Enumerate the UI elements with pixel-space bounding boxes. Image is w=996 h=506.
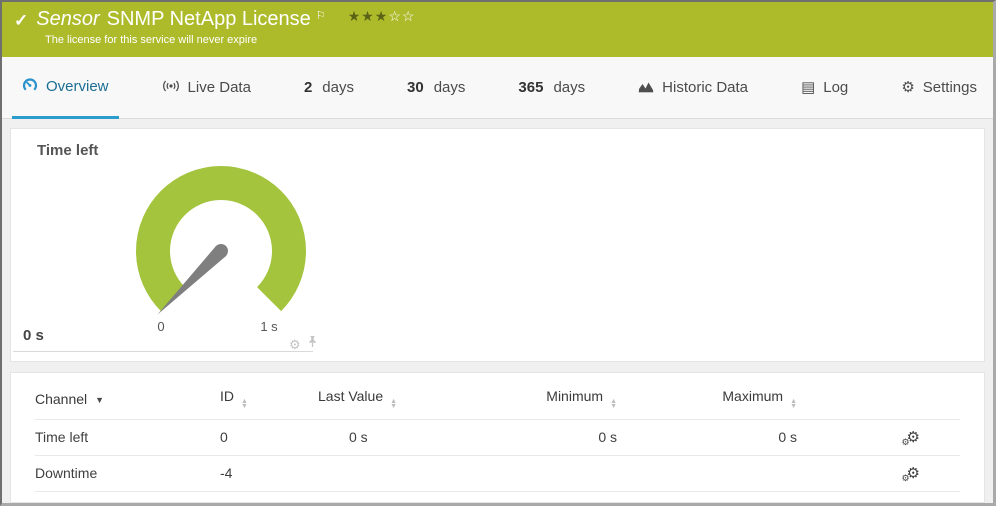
gauge-tools: ⚙ [289, 335, 318, 353]
tab-overview[interactable]: Overview [12, 57, 119, 119]
tab-log[interactable]: ▤ Log [791, 57, 858, 118]
column-header-id[interactable]: ID ▲ ▼ [220, 379, 312, 420]
area-chart-icon [638, 80, 654, 96]
gauge-settings-icon[interactable]: ⚙ [289, 336, 301, 352]
sort-both-icon: ▲ ▼ [241, 398, 248, 410]
priority-stars-empty: ☆☆ [388, 8, 416, 24]
tab-365-days[interactable]: 365 days [508, 57, 595, 118]
tab-historic-data[interactable]: Historic Data [628, 57, 758, 118]
channel-table: Channel ▼ ID ▲ ▼ Last Value ▲ ▼ Minimum ▲ ▼ Max… [35, 379, 960, 492]
flag-icon[interactable]: ⚐ [315, 10, 326, 22]
column-header-maximum-label: Maximum [722, 388, 784, 404]
cell-channel[interactable]: Time left [35, 419, 220, 456]
cell-actions: ⚙ ⚙ [812, 419, 960, 456]
cell-id: 0 [220, 419, 312, 456]
page-title: Sensor SNMP NetApp License [36, 8, 311, 31]
cell-id: -4 [220, 455, 312, 492]
tab-2-days[interactable]: 2 days [294, 57, 364, 118]
gauge-current-value: 0 s [23, 327, 44, 344]
sort-both-icon: ▲ ▼ [610, 398, 617, 410]
column-header-maximum[interactable]: Maximum ▲ ▼ [632, 379, 812, 420]
gauge-divider [13, 351, 313, 352]
cell-last-value: 0 s [312, 419, 462, 456]
sensor-status-message: The license for this service will never … [45, 34, 258, 46]
column-header-id-label: ID [220, 388, 234, 404]
tab-log-label: Log [823, 79, 849, 96]
cell-last-value [312, 455, 462, 492]
gauge-icon [22, 77, 38, 96]
gauge-max-label: 1 s [260, 319, 278, 334]
sensor-type-label: Sensor [36, 8, 100, 30]
pin-icon[interactable] [307, 335, 318, 353]
tab-live-data-label: Live Data [187, 79, 251, 96]
time-left-gauge [136, 166, 306, 315]
tab-settings[interactable]: ⚙ Settings [891, 57, 987, 118]
live-data-icon [162, 79, 180, 96]
cell-actions: ⚙ ⚙ [812, 455, 960, 492]
gauge-min-label: 0 [157, 319, 165, 334]
cell-maximum [632, 455, 812, 492]
cell-minimum: 0 s [462, 419, 632, 456]
tab-2-days-label: days [322, 79, 354, 96]
channel-settings-icon[interactable]: ⚙ ⚙ [901, 429, 920, 447]
tab-live-data[interactable]: Live Data [152, 57, 261, 118]
tab-30-days-number: 30 [407, 79, 424, 96]
cell-minimum [462, 455, 632, 492]
priority-stars-filled: ★★★ [347, 8, 389, 24]
status-ok-icon: ✓ [14, 10, 29, 30]
column-header-actions [812, 379, 960, 420]
column-header-minimum-label: Minimum [546, 388, 604, 404]
sort-both-icon: ▲ ▼ [390, 398, 398, 410]
cell-maximum: 0 s [632, 419, 812, 456]
sensor-header: ✓ Sensor SNMP NetApp License ⚐ ★★★☆☆ The … [2, 2, 993, 57]
sort-both-icon: ▲ ▼ [790, 398, 797, 410]
sort-desc-icon: ▼ [95, 394, 105, 405]
tab-2-days-number: 2 [303, 79, 313, 96]
gauge-title: Time left [37, 142, 99, 159]
table-header-row: Channel ▼ ID ▲ ▼ Last Value ▲ ▼ Minimum ▲ ▼ Max… [35, 379, 960, 420]
column-header-minimum[interactable]: Minimum ▲ ▼ [462, 379, 632, 420]
tab-bar: Overview Live Data 2 days 30 days 365 da… [2, 57, 993, 119]
column-header-channel[interactable]: Channel ▼ [35, 379, 220, 420]
gauge-needle [157, 246, 226, 315]
cell-channel[interactable]: Downtime [35, 455, 220, 492]
column-header-channel-label: Channel [35, 390, 88, 407]
tab-settings-label: Settings [922, 79, 977, 96]
tab-historic-data-label: Historic Data [662, 79, 749, 96]
table-row: Time left 0 0 s 0 s 0 s ⚙ ⚙ [35, 419, 960, 456]
gauge-panel: Time left 0 1 s 0 s ⚙ [10, 128, 985, 362]
table-row: Downtime -4 ⚙ ⚙ [35, 455, 960, 492]
priority-stars[interactable]: ★★★☆☆ [348, 8, 416, 25]
column-header-last-value-label: Last Value [318, 388, 384, 404]
tab-overview-label: Overview [46, 78, 109, 95]
tab-30-days-label: days [433, 79, 466, 96]
sensor-name: SNMP NetApp License [106, 8, 311, 30]
gear-icon: ⚙ [901, 79, 915, 96]
channel-table-panel: Channel ▼ ID ▲ ▼ Last Value ▲ ▼ Minimum ▲ ▼ Max… [10, 372, 985, 503]
column-header-last-value[interactable]: Last Value ▲ ▼ [312, 379, 462, 420]
tab-30-days[interactable]: 30 days [397, 57, 475, 118]
log-icon: ▤ [801, 79, 816, 96]
tab-365-days-label: days [553, 79, 586, 96]
channel-settings-icon[interactable]: ⚙ ⚙ [901, 465, 920, 483]
main-content: Time left 0 1 s 0 s ⚙ [2, 128, 993, 503]
tab-365-days-number: 365 [518, 79, 544, 96]
